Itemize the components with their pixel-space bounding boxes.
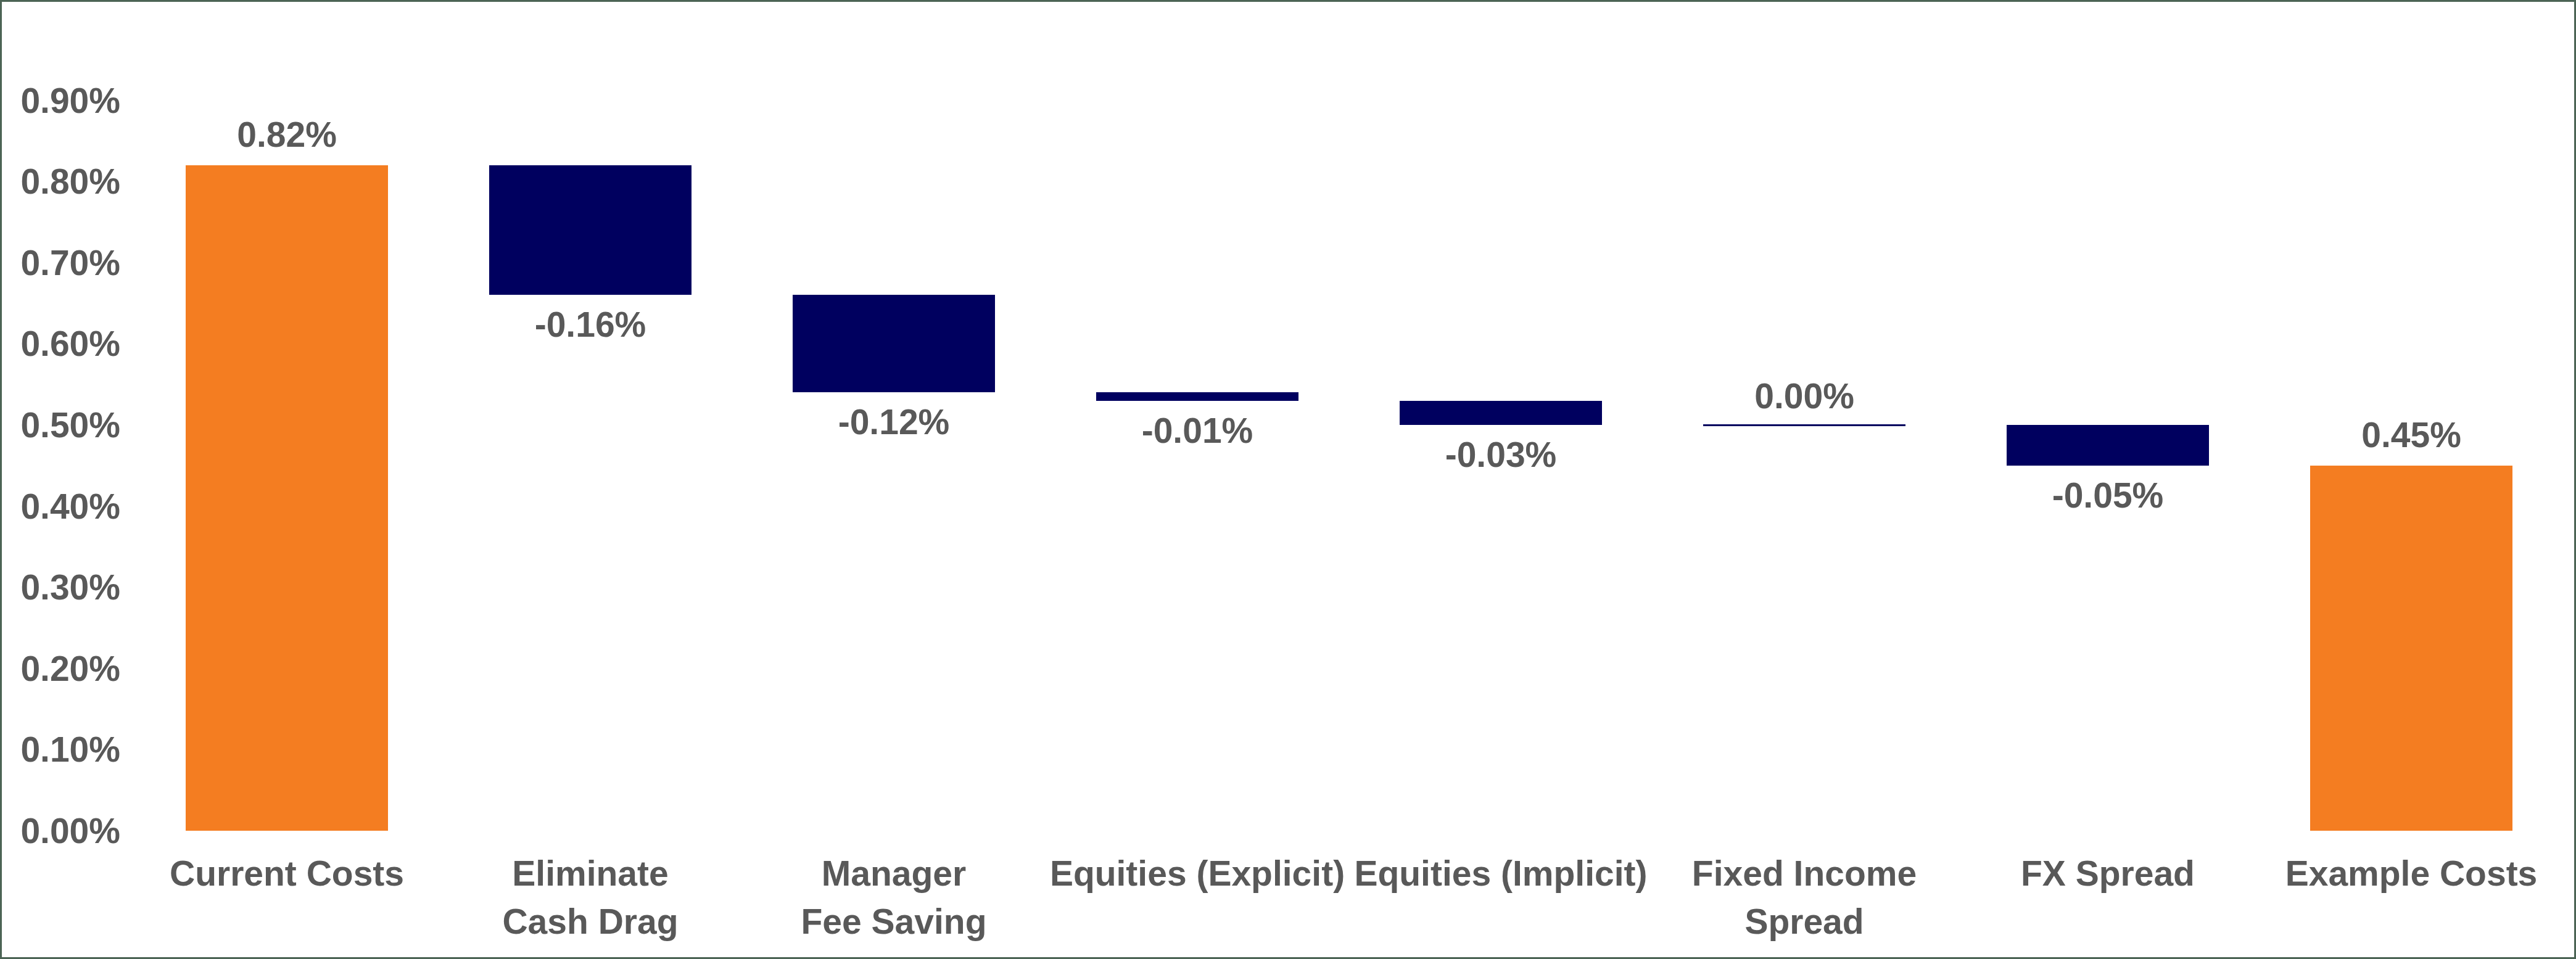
category-label-equities-explicit: Equities (Explicit) <box>1033 849 1361 897</box>
y-tick-0-00pct: 0.00% <box>9 811 120 850</box>
value-label-equities-implicit: -0.03% <box>1349 435 1653 474</box>
y-tick-0-90pct: 0.90% <box>9 81 120 120</box>
category-label-example-costs: Example Costs <box>2247 849 2575 897</box>
value-label-equities-explicit: -0.01% <box>1046 411 1349 450</box>
category-label-equities-implicit: Equities (Implicit) <box>1337 849 1665 897</box>
category-label-eliminate-cash-drag: Eliminate Cash Drag <box>426 849 754 945</box>
category-label-fx-spread: FX Spread <box>1944 849 2272 897</box>
connector-fixed-income-spread <box>1703 424 1905 426</box>
value-label-fixed-income-spread: 0.00% <box>1653 376 1956 416</box>
y-tick-0-10pct: 0.10% <box>9 730 120 769</box>
category-label-manager-fee-saving: Manager Fee Saving <box>730 849 1058 945</box>
value-label-fx-spread: -0.05% <box>1956 475 2260 515</box>
bar-equities-implicit <box>1400 401 1602 425</box>
bar-example-costs <box>2310 466 2512 831</box>
waterfall-chart: 0.90% 0.80% 0.70% 0.60% 0.50% 0.40% 0.30% 0.20%… <box>0 0 2576 959</box>
value-label-manager-fee-saving: -0.12% <box>742 402 1046 442</box>
value-label-eliminate-cash-drag: -0.16% <box>439 305 742 344</box>
y-tick-0-80pct: 0.80% <box>9 162 120 201</box>
y-tick-0-60pct: 0.60% <box>9 324 120 363</box>
value-label-current-costs: 0.82% <box>135 115 439 154</box>
bar-eliminate-cash-drag <box>489 165 691 295</box>
bar-fx-spread <box>2007 425 2209 466</box>
category-label-fixed-income-spread: Fixed Income Spread <box>1640 849 1968 945</box>
bar-current-costs <box>186 165 388 831</box>
y-tick-0-40pct: 0.40% <box>9 487 120 526</box>
category-label-current-costs: Current Costs <box>123 849 451 897</box>
y-tick-0-20pct: 0.20% <box>9 649 120 688</box>
bar-equities-explicit <box>1096 392 1298 400</box>
y-tick-0-70pct: 0.70% <box>9 243 120 282</box>
y-tick-0-50pct: 0.50% <box>9 405 120 445</box>
bar-manager-fee-saving <box>793 295 995 392</box>
value-label-example-costs: 0.45% <box>2260 415 2563 455</box>
y-tick-0-30pct: 0.30% <box>9 567 120 607</box>
